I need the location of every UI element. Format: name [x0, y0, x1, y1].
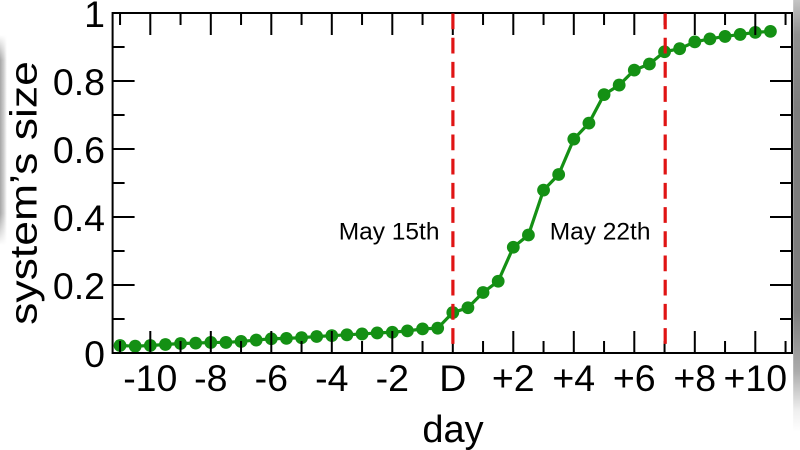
- svg-text:+2: +2: [492, 357, 535, 399]
- svg-text:D: D: [439, 357, 466, 399]
- svg-text:0.2: 0.2: [53, 265, 105, 307]
- svg-text:-8: -8: [194, 357, 227, 399]
- svg-text:-2: -2: [376, 357, 409, 399]
- svg-text:+10: +10: [723, 357, 787, 399]
- svg-text:day: day: [422, 409, 483, 450]
- svg-text:May 15th: May 15th: [339, 219, 440, 246]
- svg-text:1: 1: [84, 0, 105, 35]
- svg-text:system’s size: system’s size: [2, 61, 44, 325]
- svg-text:0.6: 0.6: [53, 129, 105, 171]
- svg-text:0.4: 0.4: [53, 197, 105, 239]
- svg-text:-10: -10: [123, 357, 177, 399]
- svg-text:0.8: 0.8: [53, 61, 105, 103]
- svg-text:-4: -4: [315, 357, 348, 399]
- svg-text:+4: +4: [552, 357, 595, 399]
- svg-text:+6: +6: [613, 357, 656, 399]
- svg-text:+8: +8: [673, 357, 716, 399]
- svg-text:-6: -6: [255, 357, 288, 399]
- svg-text:May 22th: May 22th: [550, 219, 651, 246]
- svg-text:0: 0: [84, 333, 105, 375]
